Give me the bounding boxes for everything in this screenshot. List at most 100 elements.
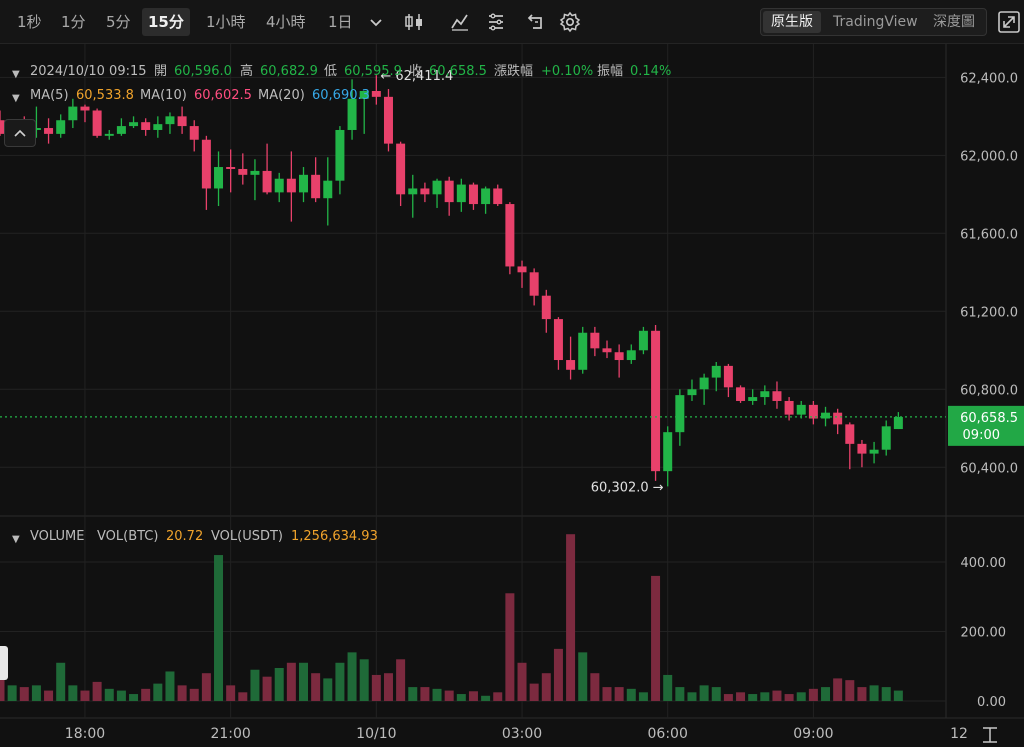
volume-bar[interactable] [311,673,321,701]
volume-bar[interactable] [0,662,5,701]
candle-body[interactable] [383,96,393,144]
candle-body[interactable] [371,90,381,97]
volume-bar[interactable] [748,694,758,701]
volume-bar[interactable] [323,678,333,701]
time-scale-icon[interactable] [983,727,997,743]
candle-body[interactable] [602,348,612,353]
view-native-button[interactable]: 原生版 [763,11,821,33]
volume-bar[interactable] [760,692,770,701]
timeframe-1h[interactable]: 1小時 [206,13,246,31]
volume-bar[interactable] [56,662,66,701]
volume-bar[interactable] [675,687,685,701]
replay-icon[interactable] [521,8,549,36]
candle-body[interactable] [408,188,418,195]
indicators-icon[interactable] [446,8,474,36]
timeframe-4h[interactable]: 4小時 [266,13,306,31]
volume-bar[interactable] [687,692,697,701]
volume-bar[interactable] [833,678,843,701]
volume-bar[interactable] [529,683,539,701]
view-depth-button[interactable]: 深度圖 [933,14,975,30]
volume-bar[interactable] [881,687,891,701]
volume-bar[interactable] [444,690,454,701]
volume-bar[interactable] [857,687,867,701]
candle-body[interactable] [177,116,187,127]
volume-bar[interactable] [383,673,393,701]
volume-bar[interactable] [396,659,406,701]
volume-bar[interactable] [31,685,41,701]
candle-body[interactable] [590,332,600,349]
volume-bar[interactable] [493,692,503,701]
candle-body[interactable] [286,178,296,193]
volume-bar[interactable] [335,662,345,701]
volume-bar[interactable] [201,673,211,701]
candle-body[interactable] [881,426,891,450]
candle-body[interactable] [736,387,746,401]
candle-body[interactable] [311,174,321,199]
volume-bar[interactable] [177,685,187,701]
candle-type-icon[interactable] [400,8,428,36]
candle-body[interactable] [748,397,758,401]
candle-body[interactable] [189,126,199,140]
candle-body[interactable] [262,170,272,193]
volume-bar[interactable] [116,690,126,701]
volume-bar[interactable] [299,662,308,701]
candle-body[interactable] [711,365,721,378]
volume-bar[interactable] [638,692,648,701]
candle-body[interactable] [857,443,867,454]
volume-bar[interactable] [808,688,818,701]
candle-body[interactable] [614,352,624,361]
candle-body[interactable] [165,116,175,125]
candle-body[interactable] [116,126,126,134]
volume-bar[interactable] [432,688,442,701]
list-settings-icon[interactable] [482,8,510,36]
candle-body[interactable] [553,319,563,361]
volume-bar[interactable] [104,688,114,701]
candle-body[interactable] [566,360,576,370]
volume-collapse-chevron-icon[interactable]: ▼ [12,534,20,545]
volume-bar[interactable] [420,687,430,701]
candle-body[interactable] [456,184,466,203]
candle-body[interactable] [347,98,357,130]
timeframe-1s[interactable]: 1秒 [17,13,42,31]
volume-bar[interactable] [189,688,199,701]
candle-body[interactable] [359,90,369,99]
candle-body[interactable] [869,449,879,454]
gear-icon[interactable] [556,8,584,36]
volume-bar[interactable] [214,555,224,701]
candle-body[interactable] [493,188,503,205]
candle-body[interactable] [141,122,151,130]
volume-bar[interactable] [893,690,903,701]
candle-body[interactable] [238,168,248,175]
candle-body[interactable] [420,188,430,195]
volume-bar[interactable] [481,695,491,701]
candle-body[interactable] [626,350,636,361]
volume-bar[interactable] [262,676,272,701]
volume-bar[interactable] [699,685,709,701]
volume-bar[interactable] [19,687,29,701]
volume-bar[interactable] [663,674,673,701]
candle-body[interactable] [129,122,139,127]
candle-body[interactable] [578,332,588,370]
volume-bar[interactable] [578,652,588,701]
volume-bar[interactable] [821,687,831,701]
volume-bar[interactable] [44,690,54,701]
candle-body[interactable] [796,404,806,415]
scroll-up-button[interactable] [4,119,36,147]
candle-body[interactable] [651,330,661,472]
timeframe-1m[interactable]: 1分 [61,13,86,31]
volume-bar[interactable] [347,652,357,701]
volume-bar[interactable] [626,688,636,701]
candle-body[interactable] [299,174,308,193]
candle-body[interactable] [893,416,903,430]
candlestick-chart[interactable]: 60,400.0 60,800.0 61,200.0 61,600.0 62,000.0… [0,44,1024,747]
volume-bar[interactable] [614,687,624,701]
candle-body[interactable] [323,180,333,199]
candle-body[interactable] [663,432,673,472]
timeframe-more-chevron-down-icon[interactable] [362,8,390,36]
candle-body[interactable] [396,143,406,195]
candle-body[interactable] [468,184,478,205]
candle-body[interactable] [31,128,41,130]
candle-body[interactable] [541,295,551,320]
volume-bar[interactable] [711,687,721,701]
timeframe-1d[interactable]: 1日 [328,13,353,31]
